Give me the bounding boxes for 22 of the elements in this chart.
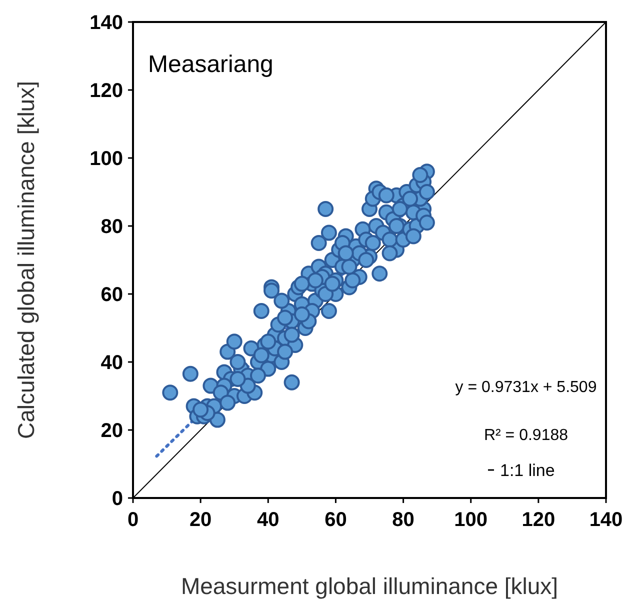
x-tick-label: 120: [522, 509, 556, 531]
annotation: R² = 0.9188: [484, 427, 568, 444]
y-tick-label: 0: [112, 488, 123, 510]
x-tick-label: 40: [257, 509, 280, 531]
y-tick-label: 40: [100, 352, 123, 374]
legend-label: 1:1 line: [500, 461, 555, 480]
y-tick-label: 120: [90, 80, 123, 102]
y-tick-label: 20: [100, 420, 123, 442]
x-axis-title: Measurment global illuminance [klux]: [180, 573, 558, 599]
text: Measariang: [148, 51, 274, 78]
x-tick-label: 0: [127, 509, 139, 531]
x-tick-label: 60: [324, 509, 347, 531]
y-axis-title: Calculated global illuminance [klux]: [13, 81, 39, 439]
y-tick-label: 140: [90, 12, 123, 34]
x-tick-label: 20: [189, 509, 212, 531]
annotation: y = 0.9731x + 5.509: [455, 379, 597, 396]
x-tick-label: 100: [454, 509, 488, 531]
y-tick-label: 60: [100, 284, 123, 306]
x-tick-label: 140: [589, 509, 623, 531]
y-tick-label: 80: [100, 216, 123, 238]
y-tick-label: 100: [90, 148, 123, 170]
x-tick-label: 80: [392, 509, 414, 531]
